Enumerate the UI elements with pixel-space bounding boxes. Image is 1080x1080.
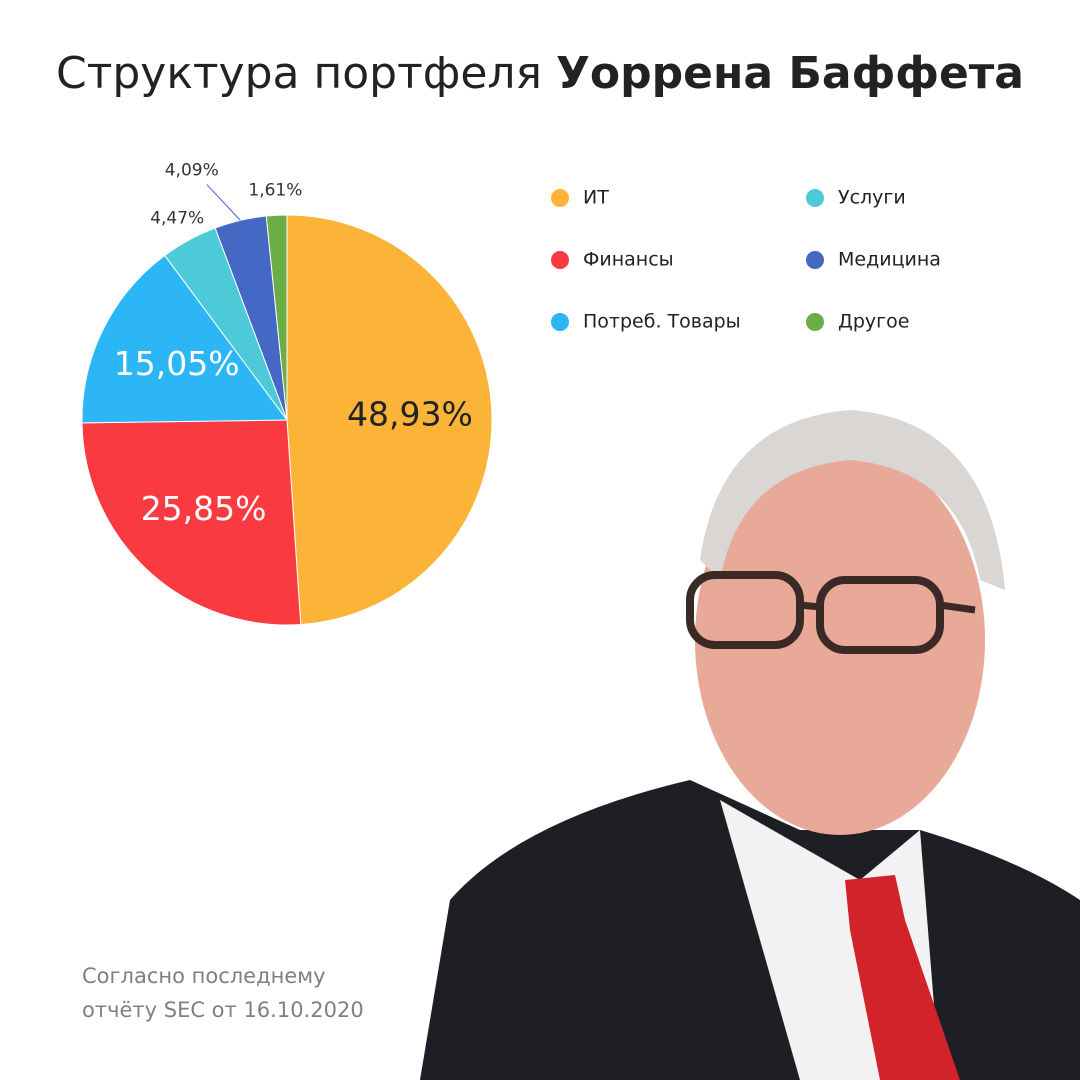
- slice-label: 48,93%: [347, 394, 473, 433]
- legend-swatch: [806, 313, 824, 331]
- legend-swatch: [551, 251, 569, 269]
- note-line: отчёту SEC от 16.10.2020: [82, 998, 364, 1022]
- note-line: Согласно последнему: [82, 964, 326, 988]
- legend-label: Медицина: [838, 249, 941, 271]
- pie-slice: [286, 214, 493, 626]
- legend-label: Финансы: [583, 249, 674, 271]
- leader-line: [206, 184, 241, 221]
- slice-label: 15,05%: [114, 344, 240, 383]
- title-bold: Уоррена Баффета: [556, 48, 1024, 99]
- legend-label: Потреб. Товары: [583, 311, 741, 333]
- legend-swatch: [806, 189, 824, 207]
- slice-label: 25,85%: [141, 489, 267, 528]
- legend-label: Услуги: [838, 187, 906, 209]
- slice-label: 4,09%: [165, 160, 219, 180]
- legend-swatch: [806, 251, 824, 269]
- legend-swatch: [551, 313, 569, 331]
- photo: [420, 410, 1080, 1080]
- legend-label: ИТ: [583, 187, 609, 209]
- slice-label: 1,61%: [248, 181, 302, 201]
- slice-label: 4,47%: [150, 208, 204, 228]
- pie-slice: [265, 214, 288, 421]
- legend-swatch: [551, 189, 569, 207]
- pie-slice: [81, 254, 288, 424]
- chart-title: Структура портфеля Уоррена Баффета: [56, 48, 1024, 99]
- pie-slice: [81, 419, 302, 626]
- title-regular: Структура портфеля: [56, 48, 542, 99]
- legend-label: Другое: [838, 311, 909, 333]
